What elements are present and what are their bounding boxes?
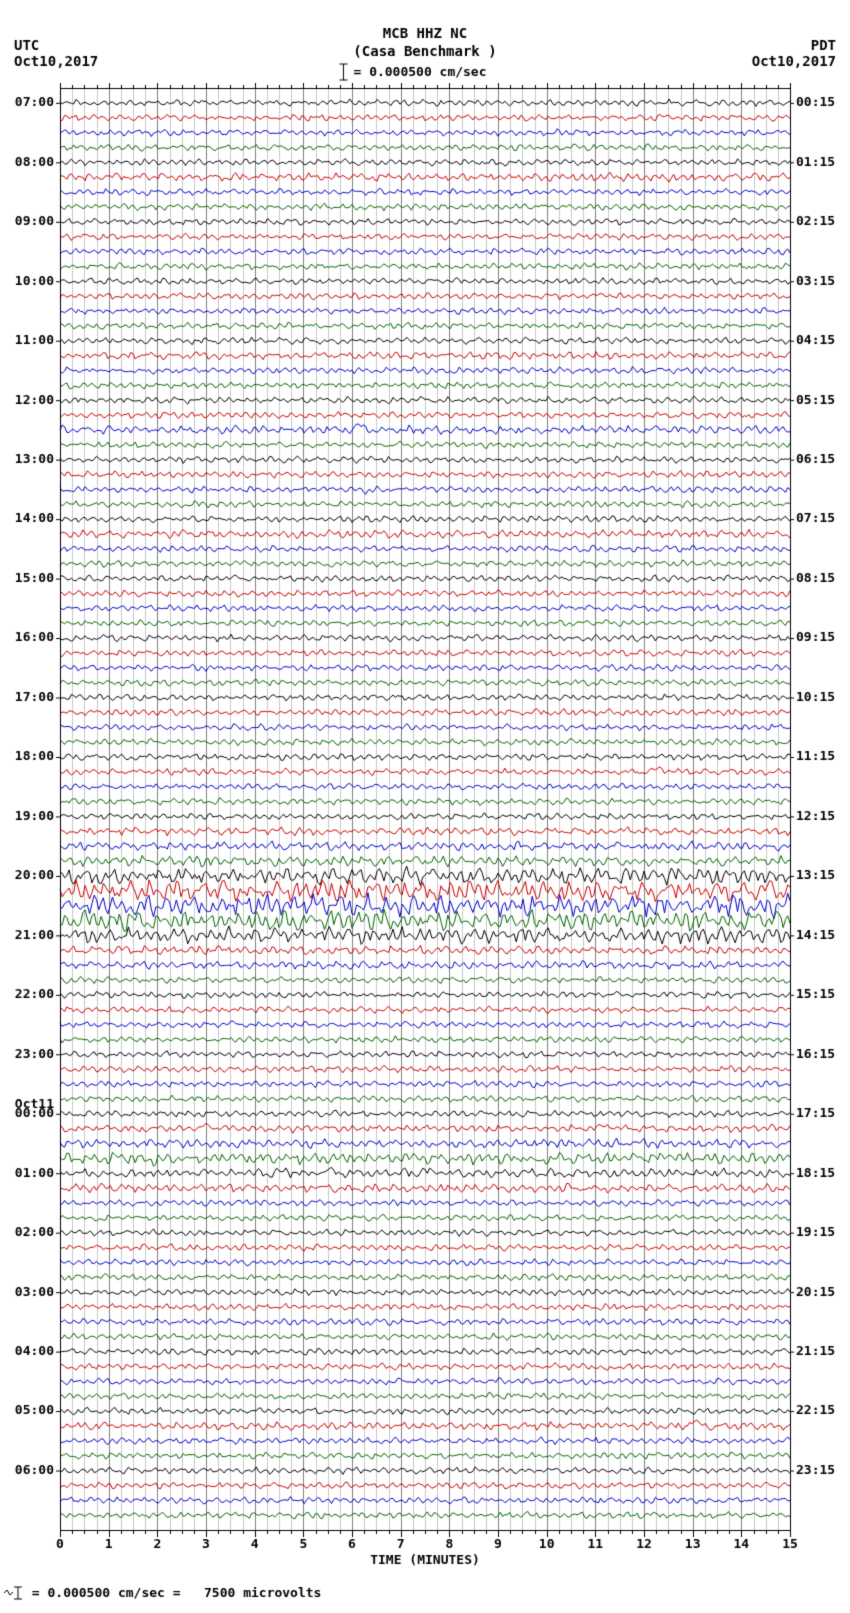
helicorder-plot bbox=[0, 0, 850, 1613]
